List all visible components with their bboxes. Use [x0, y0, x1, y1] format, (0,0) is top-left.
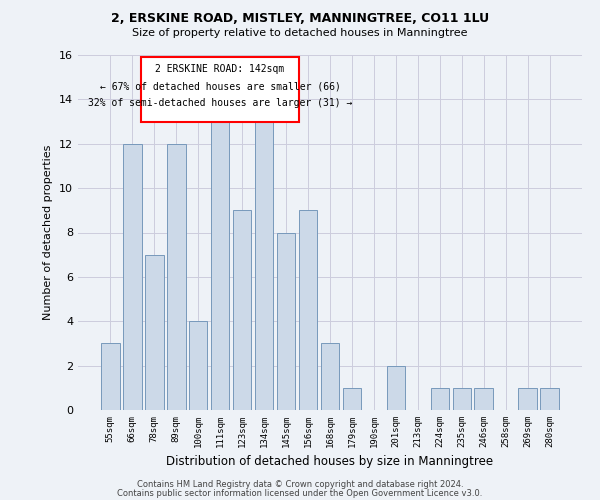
Bar: [299, 210, 317, 410]
Bar: [167, 144, 185, 410]
Bar: [211, 122, 229, 410]
X-axis label: Distribution of detached houses by size in Manningtree: Distribution of detached houses by size …: [166, 456, 494, 468]
Bar: [141, 57, 299, 122]
Bar: [233, 210, 251, 410]
Bar: [123, 144, 142, 410]
Bar: [541, 388, 559, 410]
Y-axis label: Number of detached properties: Number of detached properties: [43, 145, 53, 320]
Bar: [145, 254, 164, 410]
Text: 32% of semi-detached houses are larger (31) →: 32% of semi-detached houses are larger (…: [88, 98, 352, 108]
Bar: [255, 122, 274, 410]
Bar: [101, 344, 119, 410]
Text: 2 ERSKINE ROAD: 142sqm: 2 ERSKINE ROAD: 142sqm: [155, 64, 285, 74]
Bar: [343, 388, 361, 410]
Text: ← 67% of detached houses are smaller (66): ← 67% of detached houses are smaller (66…: [100, 82, 341, 92]
Bar: [189, 322, 208, 410]
Text: Contains public sector information licensed under the Open Government Licence v3: Contains public sector information licen…: [118, 488, 482, 498]
Bar: [320, 344, 340, 410]
Bar: [518, 388, 537, 410]
Text: Contains HM Land Registry data © Crown copyright and database right 2024.: Contains HM Land Registry data © Crown c…: [137, 480, 463, 489]
Bar: [386, 366, 405, 410]
Text: Size of property relative to detached houses in Manningtree: Size of property relative to detached ho…: [132, 28, 468, 38]
Bar: [452, 388, 471, 410]
Bar: [277, 232, 295, 410]
Text: 2, ERSKINE ROAD, MISTLEY, MANNINGTREE, CO11 1LU: 2, ERSKINE ROAD, MISTLEY, MANNINGTREE, C…: [111, 12, 489, 26]
Bar: [431, 388, 449, 410]
Bar: [475, 388, 493, 410]
